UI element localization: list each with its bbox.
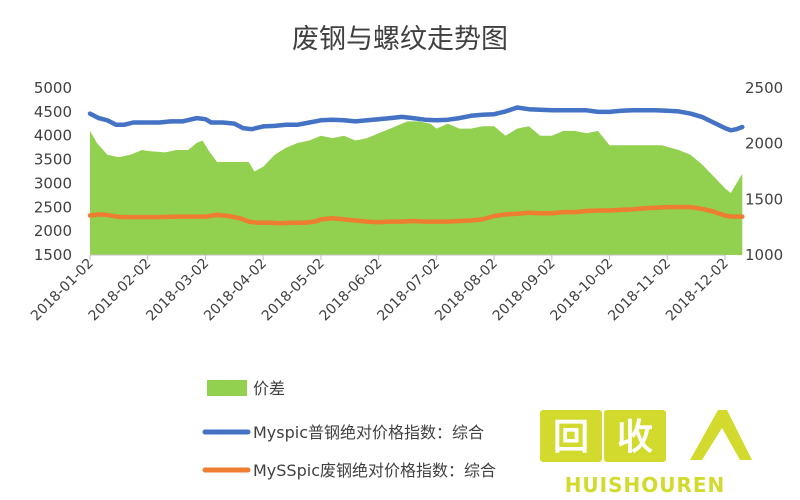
watermark-text: HUISHOUREN [565,473,726,497]
series-area-0 [90,121,743,256]
legend-label: MySSpic废钢绝对价格指数：综合 [253,461,496,480]
watermark-group: 回收 HUISHOUREN [540,410,752,497]
x-axis: 2018-01-022018-02-022018-03-022018-04-02… [28,254,732,325]
left-y-tick-label: 3000 [34,174,72,192]
right-axis: 1000 1500 2000 2500 [745,79,783,264]
watermark-char: 回 [553,417,589,458]
left-y-tick-label: 2500 [34,198,72,216]
left-y-tick-label: 5000 [34,79,72,97]
right-y-tick-label: 1500 [745,190,783,208]
watermark-char: 收 [617,417,653,458]
watermark-peak-icon [690,410,752,460]
legend-label: Myspic普钢绝对价格指数：综合 [253,423,484,442]
right-y-tick-label: 1000 [745,246,783,264]
left-y-tick-label: 4000 [34,127,72,145]
watermark-logo: 回收 HUISHOUREN [540,410,752,497]
chart-title: 废钢与螺纹走势图 [292,24,508,55]
left-y-tick-label: 1500 [34,246,72,264]
legend: 价差 Myspic普钢绝对价格指数：综合 MySSpic废钢绝对价格指数：综合 [202,379,496,480]
right-y-tick-label: 2500 [745,79,783,97]
right-y-tick-label: 2000 [745,135,783,153]
x-tick-label: 2018-12-02 [663,256,732,325]
plot-area [87,105,745,256]
series-line-2 [87,204,745,226]
legend-label: 价差 [253,379,285,398]
watermark-box-1 [540,410,602,462]
left-y-tick-label: 3500 [34,151,72,169]
left-y-tick-label: 2000 [34,222,72,240]
legend-swatch-area [207,380,247,396]
left-axis: 1500 2000 2500 3000 3500 4000 4500 5000 [34,79,72,264]
watermark-box-2 [604,410,666,462]
left-y-tick-label: 4500 [34,103,72,121]
series-line-1 [87,105,745,133]
